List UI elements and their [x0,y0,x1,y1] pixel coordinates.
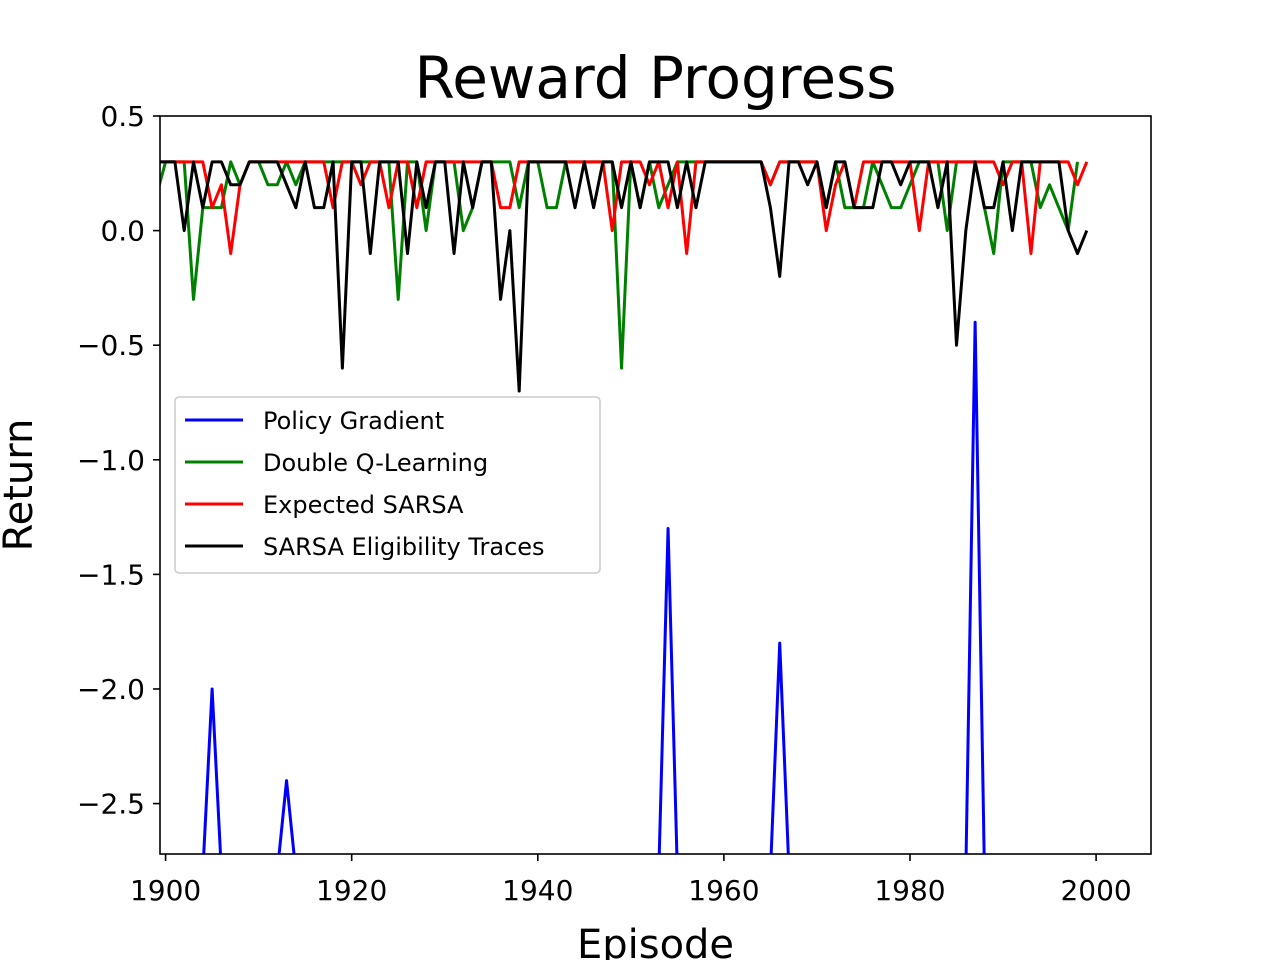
y-tick-label: 0.0 [100,215,145,248]
legend: Policy Gradient Double Q-Learning Expected… [174,396,601,574]
y-tick-label: 0.5 [100,100,145,133]
y-tick-label: −2.5 [77,788,145,821]
y-axis-title: Return [0,419,42,552]
x-tick-label: 1940 [502,874,573,907]
x-tick-label: 1920 [316,874,387,907]
x-tick-label: 1980 [874,874,945,907]
x-axis-title: Episode [577,922,734,960]
series-layer [160,160,1089,854]
x-axis: 1900 1920 1940 1960 1980 2000 [130,854,1132,907]
y-tick-label: −1.5 [77,558,145,591]
chart-title: Reward Progress [415,44,897,112]
series-line-3 [160,160,1089,256]
x-tick-label: 1960 [688,874,759,907]
x-tick-label: 2000 [1060,874,1131,907]
legend-label: Policy Gradient [263,407,444,435]
y-tick-label: −2.0 [77,673,145,706]
y-axis: 0.5 0.0 −0.5 −1.0 −1.5 −2.0 −2.5 [77,100,160,821]
x-tick-label: 1900 [130,874,201,907]
series-line-4 [160,160,1089,393]
y-tick-label: −0.5 [77,329,145,362]
plot-frame [159,115,1152,855]
legend-label: Expected SARSA [263,491,464,519]
legend-label: Double Q-Learning [263,449,488,477]
legend-label: SARSA Eligibility Traces [263,533,545,561]
legend-box [174,396,601,574]
y-tick-label: −1.0 [77,444,145,477]
